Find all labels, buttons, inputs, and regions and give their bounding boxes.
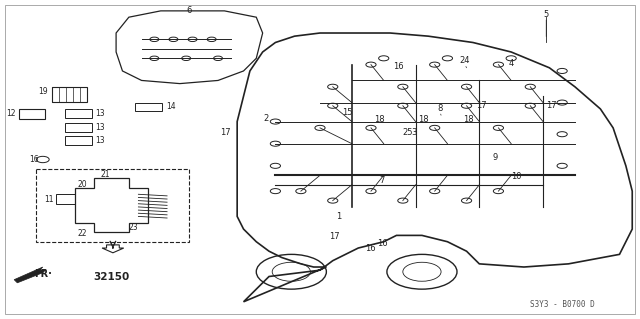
Text: 7: 7 bbox=[380, 175, 385, 185]
Text: 13: 13 bbox=[96, 136, 106, 145]
Text: 25: 25 bbox=[403, 128, 413, 137]
Text: 8: 8 bbox=[437, 104, 442, 113]
Text: 18: 18 bbox=[463, 115, 474, 124]
Bar bbox=[56, 194, 75, 204]
Text: 18: 18 bbox=[374, 115, 385, 124]
Text: 32150: 32150 bbox=[94, 271, 130, 281]
Text: 20: 20 bbox=[78, 180, 88, 189]
Text: 23: 23 bbox=[129, 223, 138, 232]
Text: 18: 18 bbox=[419, 115, 429, 124]
Text: 2: 2 bbox=[263, 114, 268, 123]
Bar bbox=[135, 103, 162, 111]
Text: 16: 16 bbox=[378, 239, 388, 248]
Text: 17: 17 bbox=[330, 233, 340, 241]
Text: 17: 17 bbox=[220, 128, 231, 137]
Text: 3: 3 bbox=[412, 128, 417, 137]
Text: FR·: FR· bbox=[35, 269, 52, 279]
Text: 1: 1 bbox=[337, 212, 342, 221]
Bar bbox=[52, 87, 88, 102]
Text: 17: 17 bbox=[476, 100, 487, 110]
Text: 15: 15 bbox=[342, 108, 353, 116]
Text: 24: 24 bbox=[460, 56, 470, 65]
Text: 22: 22 bbox=[78, 229, 88, 238]
Bar bbox=[65, 123, 92, 132]
Text: 21: 21 bbox=[100, 170, 109, 179]
Text: 12: 12 bbox=[6, 109, 15, 118]
Text: 5: 5 bbox=[543, 10, 549, 19]
Text: 16: 16 bbox=[393, 62, 403, 71]
Text: 16: 16 bbox=[29, 155, 38, 164]
Text: 13: 13 bbox=[96, 123, 106, 132]
Text: 4: 4 bbox=[509, 59, 514, 68]
Text: 13: 13 bbox=[96, 109, 106, 118]
Text: 14: 14 bbox=[166, 102, 175, 111]
Text: 17: 17 bbox=[546, 100, 557, 110]
Text: 19: 19 bbox=[38, 87, 48, 96]
Bar bbox=[65, 136, 92, 145]
Text: S3Y3 - B0700 D: S3Y3 - B0700 D bbox=[530, 300, 595, 309]
Text: 16: 16 bbox=[365, 243, 375, 253]
Polygon shape bbox=[14, 267, 46, 283]
Text: 6: 6 bbox=[187, 6, 192, 15]
Polygon shape bbox=[102, 245, 124, 253]
Text: 11: 11 bbox=[44, 195, 54, 204]
Text: 9: 9 bbox=[493, 153, 498, 162]
Bar bbox=[19, 109, 45, 119]
Bar bbox=[65, 109, 92, 118]
Text: 10: 10 bbox=[511, 172, 522, 182]
